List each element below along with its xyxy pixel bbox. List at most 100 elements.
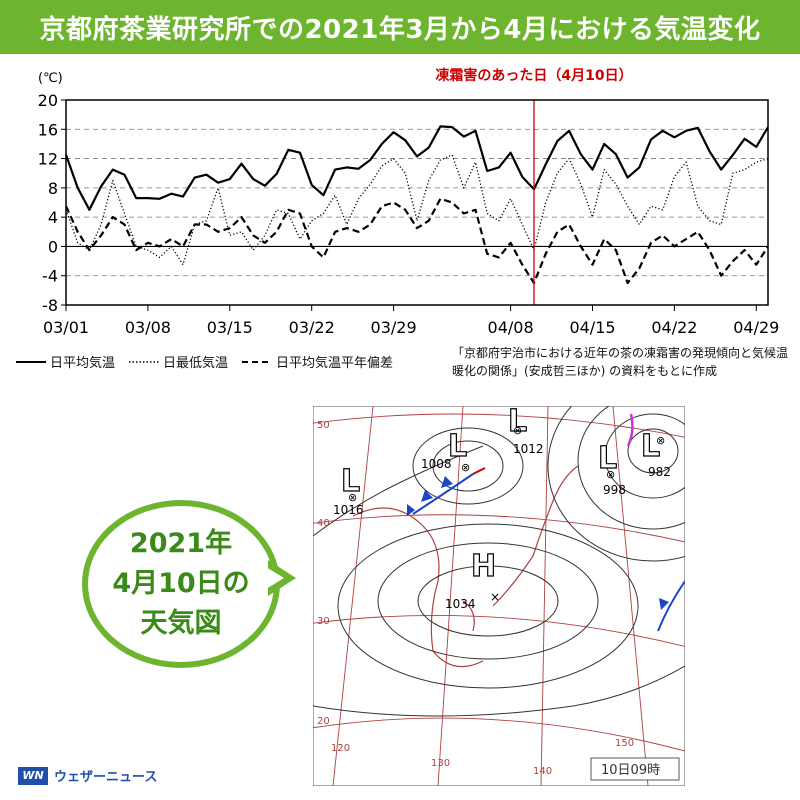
japan-coast [492, 465, 579, 607]
legend-swatch-dashed [242, 360, 273, 363]
lat-line [313, 717, 685, 752]
legend-swatch-solid [16, 360, 46, 363]
temperature-chart: (℃) 20 16 12 8 4 0 -4 -8 03/01 03/08 03/15 03/22 03/2… [38, 67, 780, 337]
front-barb [407, 504, 415, 516]
pressure-value: 1008 [421, 457, 452, 471]
occluded-front [626, 413, 634, 447]
series-line-solid [64, 125, 769, 211]
lon-line [612, 406, 649, 786]
brand-name: ウェザーニュース [54, 770, 158, 785]
x-tick-label: 04/15 [569, 318, 615, 337]
pressure-value: 1012 [513, 442, 544, 456]
center-mark: ⊗ [461, 461, 470, 474]
pressure-value: 982 [648, 465, 671, 479]
x-tick-label: 04/29 [733, 318, 779, 337]
isobar [604, 413, 685, 499]
front-line [657, 580, 685, 632]
center-mark: × [490, 590, 500, 604]
pressure-value: 1034 [445, 597, 476, 611]
y-unit-label: (℃) [38, 71, 63, 86]
pressure-value: 1016 [333, 503, 364, 517]
lon-label: 150 [615, 738, 634, 749]
lat-label: 30 [317, 616, 330, 627]
warm-front-segment [472, 467, 486, 475]
series-line-dashed [64, 197, 769, 285]
isobar [337, 523, 639, 689]
isobar [377, 542, 599, 660]
pressure-value: 998 [603, 483, 626, 497]
lon-label: 140 [533, 766, 552, 777]
y-tick-label: 12 [38, 150, 58, 169]
x-tick-label: 04/08 [488, 318, 534, 337]
series-line-dotted [65, 154, 769, 266]
y-tick-label: 4 [48, 208, 58, 227]
cold-front [407, 413, 685, 632]
source-note: 「京都府宇治市における近年の茶の凍霜害の発現傾向と気候温暖化の関係」(安成哲三ほ… [452, 346, 789, 378]
front-barb [441, 476, 453, 488]
lon-label: 130 [431, 758, 450, 769]
x-tick-label: 03/15 [207, 318, 253, 337]
y-tick-label: 0 [48, 237, 58, 256]
x-tick-label: 04/22 [651, 318, 697, 337]
front-barb [659, 598, 669, 610]
korea-coast [462, 600, 475, 632]
chart-legend: 日平均気温 日最低気温 日平均気温平年偏差 [16, 352, 393, 371]
brand-logo: WN [18, 766, 48, 785]
high-symbol: H [471, 549, 496, 584]
front-line [412, 473, 474, 515]
lat-line [313, 413, 685, 438]
brand: WN ウェザーニュース [18, 766, 157, 785]
low-symbol: L [341, 464, 360, 499]
legend-item-mean: 日平均気温 [16, 352, 115, 371]
y-tick-label: -4 [42, 267, 58, 286]
lon-line [540, 406, 549, 786]
x-tick-label: 03/22 [289, 318, 335, 337]
isobar [412, 427, 524, 505]
low-symbol: L [598, 441, 617, 476]
center-mark: ⊗ [656, 434, 665, 447]
coastline [352, 465, 579, 668]
legend-label: 日最低気温 [163, 356, 229, 371]
map-frame [313, 406, 685, 786]
isobar [627, 428, 679, 474]
y-tick-label: 20 [38, 91, 58, 110]
lat-label: 40 [317, 518, 330, 529]
lon-line [437, 406, 464, 786]
header-banner: 京都府茶業研究所での2021年3月から4月における気温変化 [0, 0, 800, 54]
x-tick-label: 03/29 [371, 318, 417, 337]
callout-text: 2021年 4月10日の 天気図 [112, 528, 250, 639]
lat-label: 50 [317, 420, 330, 431]
lat-label: 20 [317, 716, 330, 727]
x-tick-label: 03/01 [43, 318, 89, 337]
center-mark: ⊗ [513, 424, 522, 437]
page-title: 京都府茶業研究所での2021年3月から4月における気温変化 [39, 14, 761, 45]
center-mark: ⊗ [348, 491, 357, 504]
low-symbol: L [508, 406, 527, 439]
pressure-systems: L ⊗ 1016 L ⊗ 1008 L ⊗ 1012 L ⊗ 998 L ⊗ 9… [333, 406, 671, 611]
timestamp-box [590, 757, 680, 781]
callout-tail-fill [266, 567, 284, 589]
weather-map: L ⊗ 1016 L ⊗ 1008 L ⊗ 1012 L ⊗ 998 L ⊗ 9… [313, 406, 685, 786]
front-barb [421, 490, 433, 502]
low-symbol: L [448, 429, 467, 464]
isobars [313, 406, 685, 717]
isobar [313, 665, 685, 717]
legend-item-min: 日最低気温 [129, 352, 228, 371]
isobar [417, 565, 559, 637]
callout-bubble: 2021年 4月10日の 天気図 [82, 500, 280, 668]
lon-label: 120 [331, 743, 350, 754]
map-grid [313, 406, 685, 786]
y-tick-label: 8 [48, 179, 58, 198]
plot-frame [65, 99, 769, 306]
low-symbol: L [641, 429, 660, 464]
legend-swatch-dotted [129, 360, 160, 363]
continent-coast [352, 507, 484, 668]
lon-line [332, 406, 374, 786]
center-mark: ⊗ [606, 468, 615, 481]
map-timestamp: 10日09時 [601, 763, 660, 778]
isobar [313, 445, 484, 537]
isobar [577, 406, 685, 530]
legend-item-anomaly: 日平均気温平年偏差 [242, 352, 393, 371]
y-tick-label: -8 [42, 296, 58, 315]
x-tick-label: 03/08 [125, 318, 171, 337]
